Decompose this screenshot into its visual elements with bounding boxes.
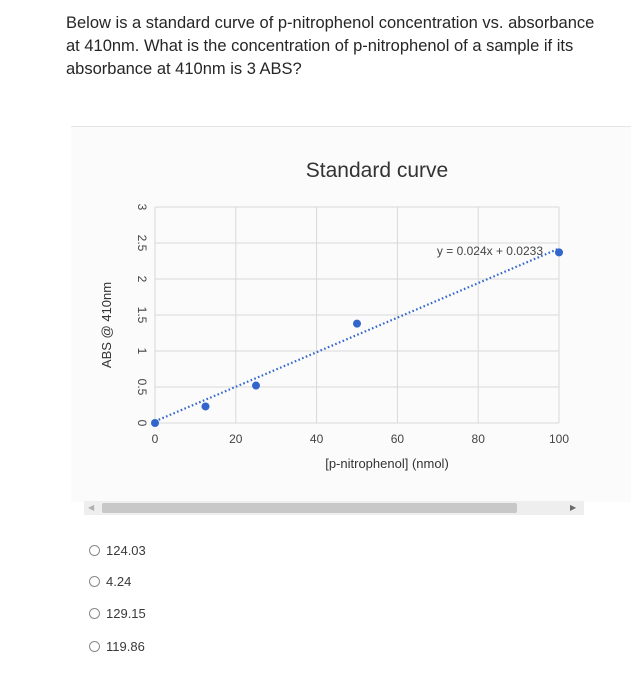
x-tick-label: 20 [229, 432, 243, 446]
y-tick-label: 2 [135, 276, 149, 283]
y-tick-label: 2.5 [135, 235, 149, 252]
x-tick-label: 0 [152, 432, 159, 446]
chart-trendline [154, 247, 560, 423]
y-tick-label: 1.5 [135, 307, 149, 324]
data-point [353, 319, 361, 328]
x-tick-label: 40 [310, 432, 324, 446]
question-text: Below is a standard curve of p-nitrophen… [66, 14, 595, 78]
chart-points [151, 248, 563, 427]
scroll-right-arrow-icon[interactable]: ▶ [570, 503, 577, 512]
data-point [201, 402, 210, 411]
radio-button[interactable] [89, 544, 100, 556]
data-point [252, 381, 260, 390]
y-axis-label: ABS @ 410nm [99, 282, 114, 368]
radio-button[interactable] [89, 607, 100, 619]
x-axis-label: [p-nitrophenol] (nmol) [325, 456, 449, 471]
answer-option-label: 119.86 [106, 638, 145, 654]
data-point [151, 419, 159, 427]
answer-option-label: 129.15 [106, 605, 146, 621]
x-tick-label: 100 [549, 432, 569, 446]
horizontal-scrollbar[interactable]: ◀ ▶ [84, 501, 584, 515]
answer-option[interactable]: 119.86 [89, 636, 145, 656]
answer-option-label: 4.24 [106, 573, 132, 589]
x-tick-label: 80 [472, 432, 486, 446]
trendline-equation: y = 0.024x + 0.0233 [437, 244, 543, 258]
answer-option[interactable]: 129.15 [89, 603, 146, 623]
answer-option[interactable]: 4.24 [89, 571, 131, 591]
chart-trendline-layer [154, 247, 560, 423]
y-tick-label: 0 [135, 420, 149, 427]
y-tick-label: 1 [135, 348, 149, 355]
chart-grid [154, 206, 560, 424]
chart-title: Standard curve [306, 159, 448, 182]
x-tick-label: 60 [391, 432, 405, 446]
y-tick-label: 3 [135, 204, 149, 211]
answer-option-label: 124.03 [106, 542, 146, 558]
chart-container: Standard curve 0 0.5 1 1.5 2 2.5 3 0 20 40 60 80 100 [… [71, 126, 631, 502]
radio-button[interactable] [89, 575, 100, 587]
scroll-left-arrow-icon[interactable]: ◀ [88, 503, 95, 512]
data-point [555, 248, 563, 257]
standard-curve-chart: Standard curve 0 0.5 1 1.5 2 2.5 3 0 20 40 60 80 100 [… [99, 159, 569, 471]
answer-option[interactable]: 124.03 [89, 540, 146, 560]
radio-button[interactable] [89, 640, 100, 652]
chart-labels: Standard curve 0 0.5 1 1.5 2 2.5 3 0 20 40 60 80 100 [… [99, 159, 569, 471]
y-tick-label: 0.5 [135, 379, 149, 396]
scrollbar-thumb[interactable] [102, 503, 517, 513]
